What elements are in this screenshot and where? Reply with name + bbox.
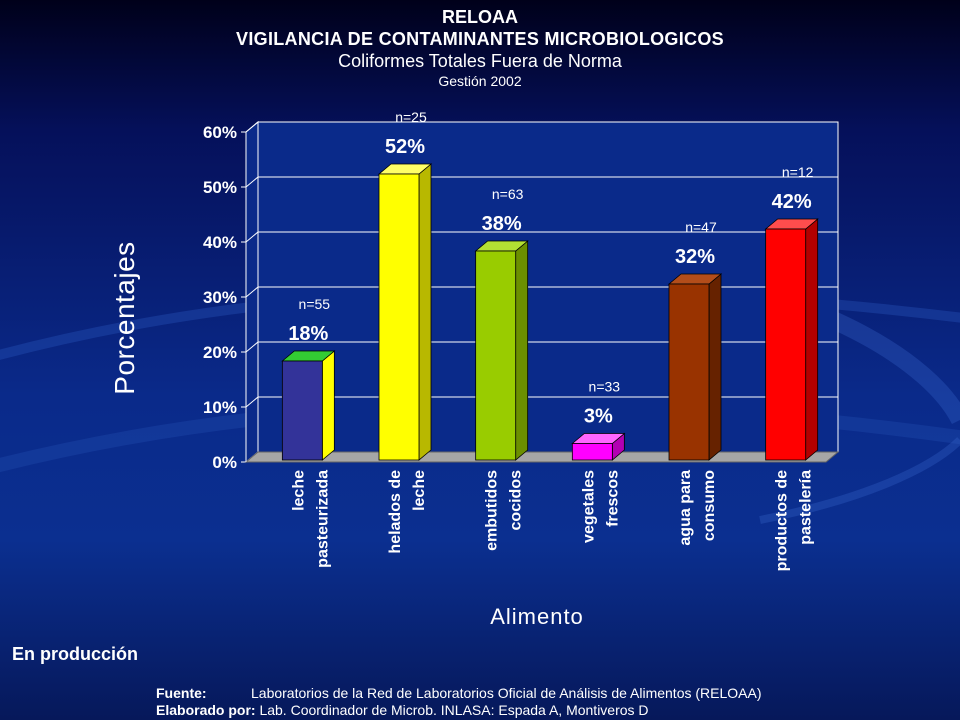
sample-size-label: n=47 — [685, 219, 717, 235]
x-tick-label-line: frescos — [604, 470, 621, 527]
gridline-side — [245, 341, 259, 353]
x-tick-label-line: embutidos — [484, 470, 501, 551]
footer: Fuente: Laboratorios de la Red de Laborat… — [156, 685, 946, 719]
bar — [668, 283, 710, 461]
bar — [765, 228, 807, 461]
footer-source-row: Fuente: Laboratorios de la Red de Laborat… — [156, 685, 946, 702]
sample-size-label: n=63 — [492, 186, 524, 202]
y-tick-label: 30% — [203, 288, 237, 307]
chart-period: Gestión 2002 — [438, 73, 522, 89]
x-tick-label: vegetales frescos — [580, 470, 621, 543]
x-tick-label-line: cocidos — [508, 470, 525, 531]
chart-header: RELOAA VIGILANCIA DE CONTAMINANTES MICRO… — [0, 6, 960, 90]
bar-side — [418, 163, 432, 461]
x-tick-label: embutidos cocidos — [484, 470, 525, 551]
y-tick-label: 0% — [212, 453, 237, 472]
footer-author-label: Elaborado por: — [156, 702, 256, 718]
chart-topic: Coliformes Totales Fuera de Norma — [338, 51, 622, 71]
x-axis-title: Alimento — [490, 604, 584, 629]
x-tick-label: agua para consumo — [677, 470, 718, 546]
data-label: 32% — [675, 246, 715, 268]
footer-source-label: Fuente: — [156, 685, 207, 701]
bar — [378, 173, 420, 461]
bar — [281, 360, 323, 461]
gridline-side — [245, 286, 259, 298]
x-tick-label-line: productos de — [774, 470, 791, 571]
x-tick-label-line: leche — [411, 470, 428, 511]
data-label: 42% — [772, 191, 812, 213]
bar — [475, 250, 517, 461]
data-label: 18% — [288, 323, 328, 345]
y-tick-label: 60% — [203, 123, 237, 142]
data-label: 3% — [584, 406, 613, 428]
bar-side — [805, 218, 819, 461]
sample-size-label: n=12 — [782, 164, 814, 180]
gridline-side — [245, 396, 259, 408]
bar — [571, 443, 613, 461]
x-tick-label-line: consumo — [701, 470, 718, 541]
production-status: En producción — [12, 644, 138, 664]
gridline-side — [245, 231, 259, 243]
footer-source-text: Laboratorios de la Red de Laboratorios O… — [251, 685, 762, 701]
bar-side — [708, 273, 722, 461]
y-tick-label: 20% — [203, 343, 237, 362]
x-tick-label-line: leche — [290, 470, 307, 511]
gridline-side — [245, 176, 259, 188]
x-tick-label-line: vegetales — [580, 470, 597, 543]
y-tick-label: 50% — [203, 178, 237, 197]
sample-size-label: n=33 — [589, 379, 621, 395]
sample-size-label: n=55 — [299, 296, 331, 312]
data-label: 52% — [385, 136, 425, 158]
bar-side — [321, 350, 335, 461]
bar-side — [515, 240, 529, 461]
plot-floor — [244, 451, 840, 463]
chart-title: RELOAA — [442, 7, 518, 27]
x-tick-label: productos de pastelería — [774, 470, 815, 571]
data-label: 38% — [482, 213, 522, 235]
y-tick-label: 10% — [203, 398, 237, 417]
footer-author-text: Lab. Coordinador de Microb. INLASA: Espa… — [259, 702, 649, 718]
x-tick-label: leche pasteurizada — [290, 470, 331, 568]
sample-size-label: n=25 — [395, 109, 427, 125]
gridline-side — [245, 121, 259, 133]
footer-author-row: Elaborado por: Lab. Coordinador de Micro… — [156, 702, 946, 719]
y-axis-title: Porcentajes — [109, 241, 140, 395]
x-tick-label: helados de leche — [387, 470, 428, 554]
x-tick-label-line: helados de — [387, 470, 404, 554]
chart-subtitle: VIGILANCIA DE CONTAMINANTES MICROBIOLOGI… — [236, 29, 724, 49]
y-tick-label: 40% — [203, 233, 237, 252]
x-tick-label-line: pastelería — [798, 470, 815, 545]
x-tick-label-line: pasteurizada — [314, 470, 331, 568]
x-tick-label-line: agua para — [677, 470, 694, 546]
